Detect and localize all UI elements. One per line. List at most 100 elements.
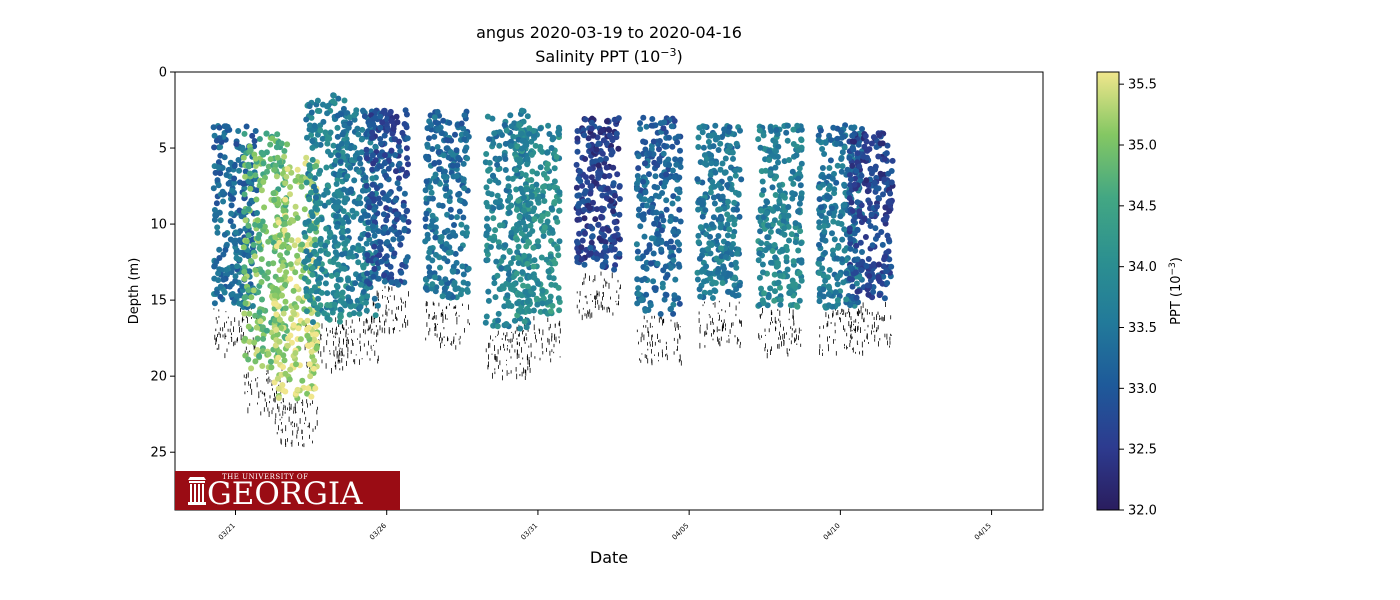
data-point [822, 237, 829, 244]
data-point [332, 157, 339, 164]
noise-mark [371, 320, 373, 324]
data-point [388, 271, 395, 278]
data-point [668, 123, 675, 130]
noise-mark [438, 302, 440, 307]
noise-mark [830, 322, 832, 324]
data-point [789, 168, 796, 175]
data-point [788, 231, 795, 238]
data-point [381, 107, 387, 114]
data-point [832, 289, 839, 296]
noise-mark [407, 319, 409, 326]
noise-mark [266, 370, 268, 372]
data-point [820, 272, 827, 279]
data-point [730, 155, 736, 162]
data-point [483, 232, 490, 239]
noise-mark [677, 345, 678, 351]
data-point [460, 176, 467, 183]
data-point [540, 170, 547, 177]
data-point [347, 303, 354, 310]
data-point [764, 222, 771, 229]
noise-mark [876, 327, 878, 332]
noise-mark [643, 334, 645, 341]
data-point [578, 256, 585, 263]
noise-mark [335, 328, 337, 334]
noise-mark [839, 312, 841, 315]
data-point [635, 153, 642, 160]
noise-mark [775, 326, 776, 332]
noise-mark [243, 319, 245, 321]
data-point [245, 178, 252, 185]
data-point [790, 258, 797, 265]
noise-mark [636, 329, 638, 333]
data-point [387, 263, 394, 270]
data-point [609, 149, 616, 156]
noise-mark [848, 310, 849, 313]
noise-mark [828, 314, 829, 318]
noise-mark [579, 291, 581, 296]
data-point [508, 260, 514, 266]
data-point [263, 327, 270, 334]
noise-mark [704, 345, 706, 348]
data-point [377, 124, 384, 131]
data-point [596, 235, 603, 242]
data-point [505, 183, 512, 190]
noise-mark [455, 305, 457, 308]
noise-mark [524, 336, 525, 342]
data-point [634, 248, 641, 255]
noise-mark [296, 401, 298, 404]
data-point [445, 291, 452, 297]
noise-mark [354, 359, 356, 365]
data-point [587, 244, 594, 251]
noise-mark [488, 342, 489, 349]
noise-mark [247, 407, 249, 414]
noise-mark [593, 279, 595, 281]
noise-mark [889, 345, 890, 348]
data-point [288, 169, 295, 176]
noise-mark [617, 279, 619, 283]
noise-mark [721, 319, 722, 322]
noise-mark [786, 332, 787, 335]
noise-mark [732, 322, 734, 326]
data-point [863, 263, 870, 269]
noise-mark [218, 331, 220, 335]
data-point [872, 166, 879, 173]
data-point [375, 195, 382, 202]
data-point [284, 166, 291, 172]
data-point [854, 288, 861, 295]
data-point [490, 173, 497, 180]
data-point [427, 184, 434, 191]
data-point [655, 237, 662, 244]
noise-mark [222, 327, 224, 332]
data-point [522, 142, 529, 149]
data-point [282, 298, 289, 305]
data-point [269, 135, 276, 142]
data-point [829, 230, 835, 237]
data-point [763, 210, 770, 217]
noise-mark [506, 347, 508, 351]
data-point [288, 237, 295, 244]
data-point [454, 162, 461, 169]
noise-mark [280, 402, 282, 404]
noise-mark [847, 347, 848, 349]
noise-mark [426, 301, 428, 306]
noise-mark [453, 336, 455, 342]
data-point [337, 311, 344, 318]
data-point [556, 198, 563, 204]
noise-mark [274, 418, 276, 421]
data-point [362, 174, 369, 181]
noise-mark [231, 332, 232, 336]
data-point [870, 134, 877, 141]
data-point [217, 293, 224, 300]
noise-mark [392, 319, 394, 322]
noise-mark [256, 316, 258, 321]
data-point [861, 216, 868, 223]
data-point [707, 250, 714, 257]
data-point [676, 206, 683, 213]
data-point [674, 239, 681, 246]
noise-mark [770, 321, 771, 325]
data-point [376, 152, 383, 159]
data-point [268, 329, 275, 336]
data-point [547, 293, 554, 300]
data-point [696, 255, 703, 262]
noise-mark [778, 343, 780, 349]
